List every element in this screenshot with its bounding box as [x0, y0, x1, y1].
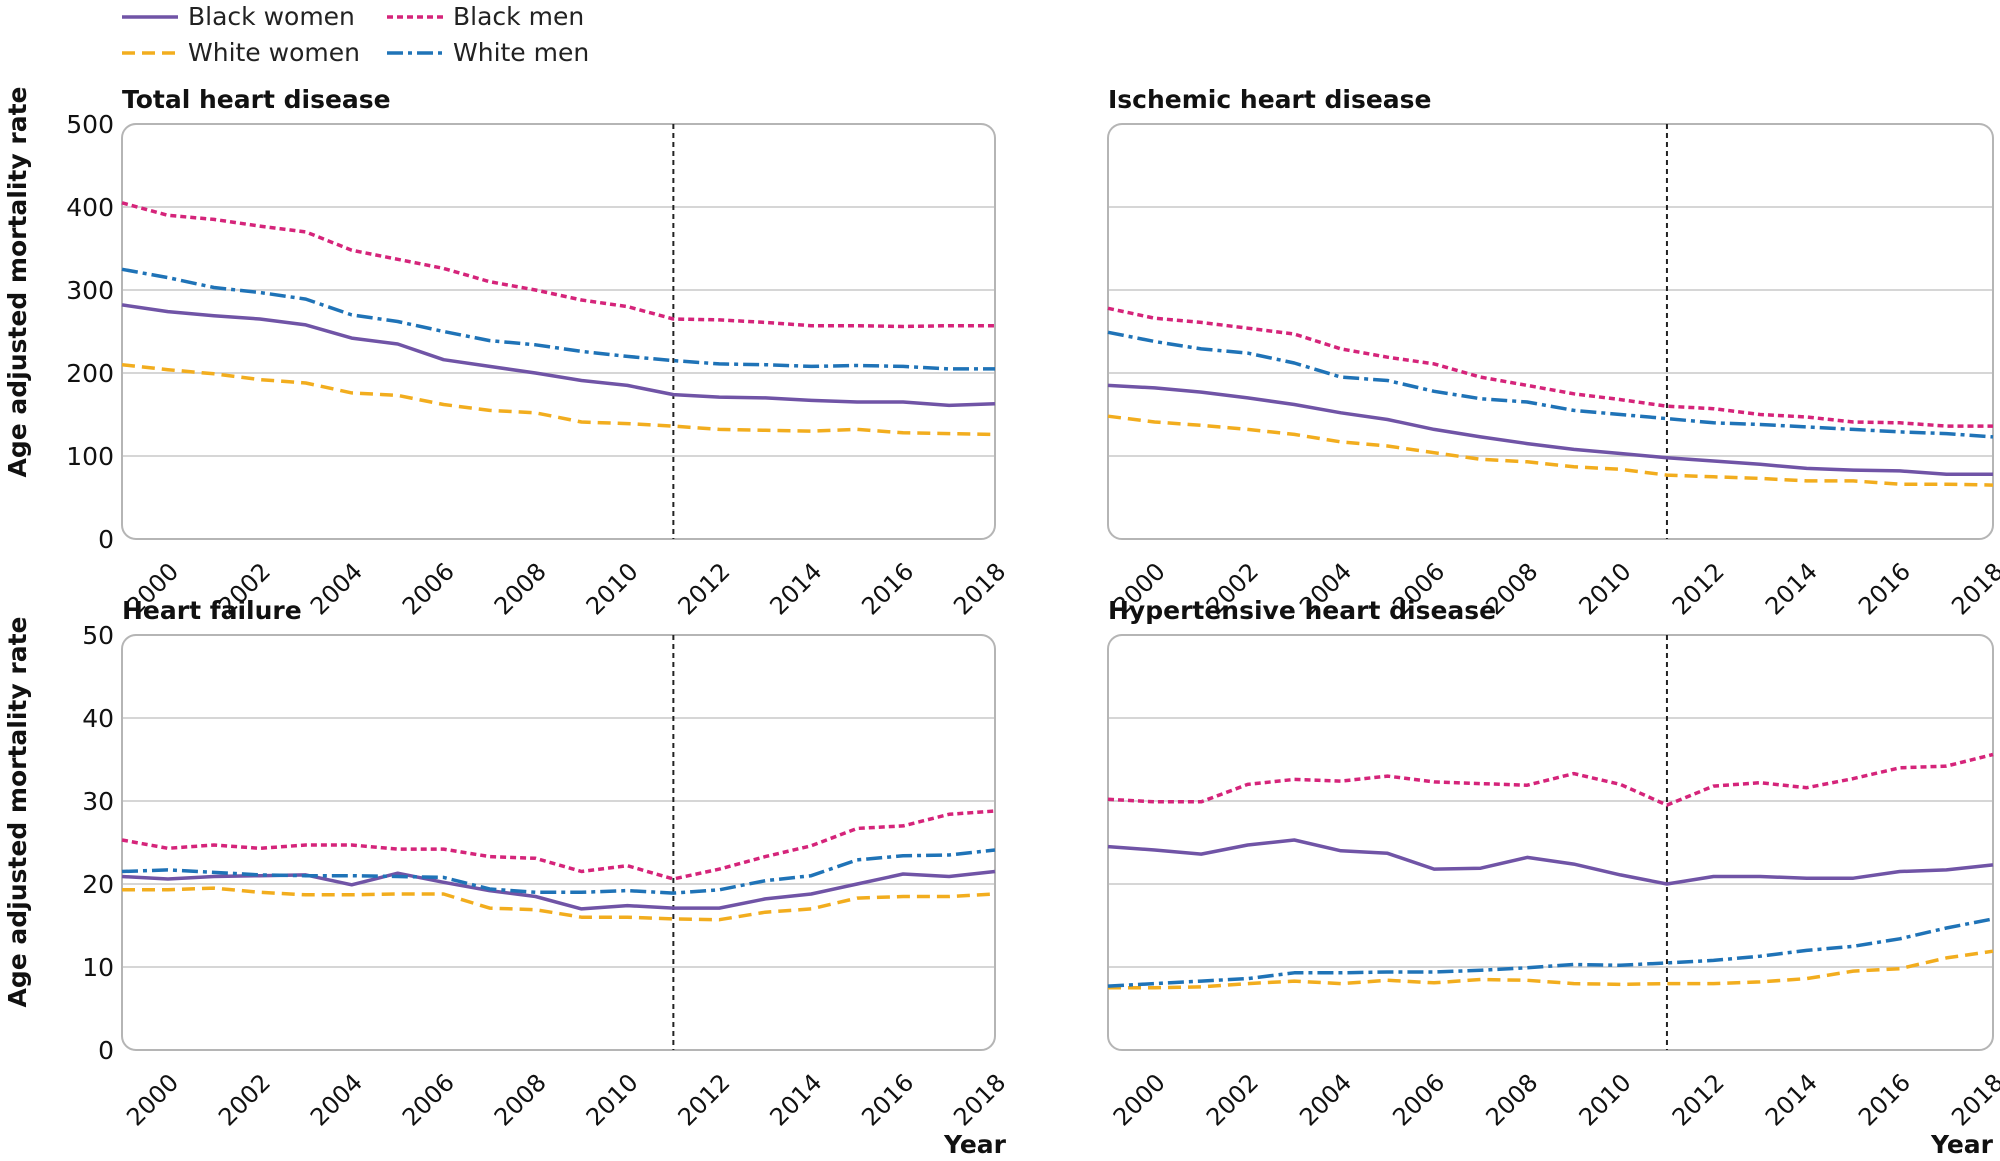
series-line-black-women — [1107, 838, 1994, 886]
series-line-black-men — [121, 201, 995, 329]
x-tick-label: 2014 — [1760, 557, 1823, 620]
plot-frame — [1107, 123, 1994, 540]
legend-label-black-women: Black women — [188, 2, 355, 31]
x-tick-label: 2006 — [397, 557, 460, 620]
x-tick-label: 2008 — [489, 557, 552, 620]
x-tick-label: 2016 — [1853, 557, 1916, 620]
legend-swatch-white-men — [387, 50, 443, 55]
x-tick-label: 2012 — [673, 1068, 736, 1131]
x-tick-label: 2010 — [1574, 557, 1637, 620]
x-tick-label: 2018 — [948, 557, 1011, 620]
x-tick-label: 2018 — [948, 1068, 1011, 1131]
x-tick-label: 2016 — [856, 557, 919, 620]
panel-title-ischemic-heart-disease: Ischemic heart disease — [1108, 85, 1432, 114]
y-axis-label-top: Age adjusted mortality rate — [3, 87, 32, 478]
series-line-white-women — [1108, 949, 1994, 990]
x-tick-label: 2014 — [764, 557, 827, 620]
y-tick-label: 200 — [66, 359, 114, 388]
x-tick-label: 2018 — [1946, 557, 2000, 620]
x-tick-label: 2018 — [1946, 1068, 2000, 1131]
plot-frame — [121, 634, 996, 1051]
y-tick-label: 0 — [98, 1036, 114, 1065]
x-tick-label: 2006 — [1387, 1068, 1450, 1131]
x-tick-label: 2016 — [1853, 1068, 1916, 1131]
panel-title-heart-failure: Heart failure — [122, 596, 302, 625]
x-axis-label-left: Year — [943, 1130, 1007, 1159]
legend-label-white-women: White women — [188, 38, 360, 67]
panel-heart-failure: Heart failure 0 10 20 30 40 50 2000 2002 2004 2006… — [82, 596, 1011, 1131]
x-tick-label: 2014 — [764, 1068, 827, 1131]
panel-title-hypertensive-heart-disease: Hypertensive heart disease — [1108, 596, 1496, 625]
legend-label-white-men: White men — [453, 38, 590, 67]
x-tick-label: 2008 — [1480, 1068, 1543, 1131]
series-line-white-men — [121, 848, 996, 895]
series-line-black-men — [1107, 752, 1994, 807]
y-axis-label-bottom: Age adjusted mortality rate — [3, 617, 32, 1008]
legend-item-white-women: White women — [120, 38, 360, 67]
x-tick-label: 2002 — [213, 1068, 276, 1131]
x-tick-label: 2004 — [1294, 1068, 1357, 1131]
legend-swatch-white-women — [122, 50, 178, 55]
x-tick-label: 2012 — [673, 557, 736, 620]
x-tick-label: 2016 — [856, 1068, 919, 1131]
legend-swatch-black-women — [122, 14, 178, 19]
y-tick-label: 10 — [82, 953, 114, 982]
y-tick-label: 30 — [82, 787, 114, 816]
legend-item-black-women: Black women — [120, 2, 355, 31]
series-line-black-women — [121, 303, 996, 408]
series-line-white-women — [121, 362, 996, 437]
y-tick-label: 40 — [82, 704, 114, 733]
x-tick-label: 2010 — [581, 1068, 644, 1131]
y-tick-label: 0 — [98, 525, 114, 554]
x-tick-label: 2014 — [1760, 1068, 1823, 1131]
x-tick-label: 2000 — [121, 1068, 184, 1131]
legend-label-black-men: Black men — [453, 2, 585, 31]
plot-frame — [1107, 634, 1994, 1051]
x-tick-label: 2012 — [1667, 557, 1730, 620]
x-tick-label: 2012 — [1667, 1068, 1730, 1131]
series-line-black-women — [1107, 383, 1993, 477]
y-tick-label: 100 — [66, 442, 114, 471]
y-tick-label: 50 — [82, 621, 114, 650]
series-line-white-women — [122, 886, 996, 922]
y-tick-label: 300 — [66, 276, 114, 305]
x-tick-label: 2008 — [489, 1068, 552, 1131]
legend-item-white-men: White men — [385, 38, 589, 67]
plot-frame — [121, 123, 996, 540]
x-axis-label-right: Year — [1930, 1130, 1994, 1159]
panel-hypertensive-heart-disease: Hypertensive heart disease 2000 2002 2004 20… — [1107, 596, 2000, 1131]
y-tick-label: 20 — [82, 870, 114, 899]
y-tick-label: 400 — [66, 193, 114, 222]
legend-item-black-men: Black men — [385, 2, 584, 31]
y-tick-label: 500 — [66, 110, 114, 139]
x-tick-label: 2000 — [1108, 1068, 1171, 1131]
series-line-white-men — [1107, 917, 1994, 988]
x-tick-label: 2010 — [1574, 1068, 1637, 1131]
series-line-white-men — [121, 267, 995, 371]
x-tick-label: 2004 — [305, 557, 368, 620]
x-tick-label: 2004 — [305, 1068, 368, 1131]
series-line-black-men — [121, 809, 996, 881]
series-line-black-men — [1107, 306, 1993, 428]
series-line-white-women — [1107, 414, 1994, 487]
x-tick-label: 2006 — [397, 1068, 460, 1131]
x-tick-label: 2002 — [1201, 1068, 1264, 1131]
series-line-black-women — [121, 869, 996, 911]
panel-title-total-heart-disease: Total heart disease — [122, 85, 391, 114]
x-tick-label: 2010 — [581, 557, 644, 620]
